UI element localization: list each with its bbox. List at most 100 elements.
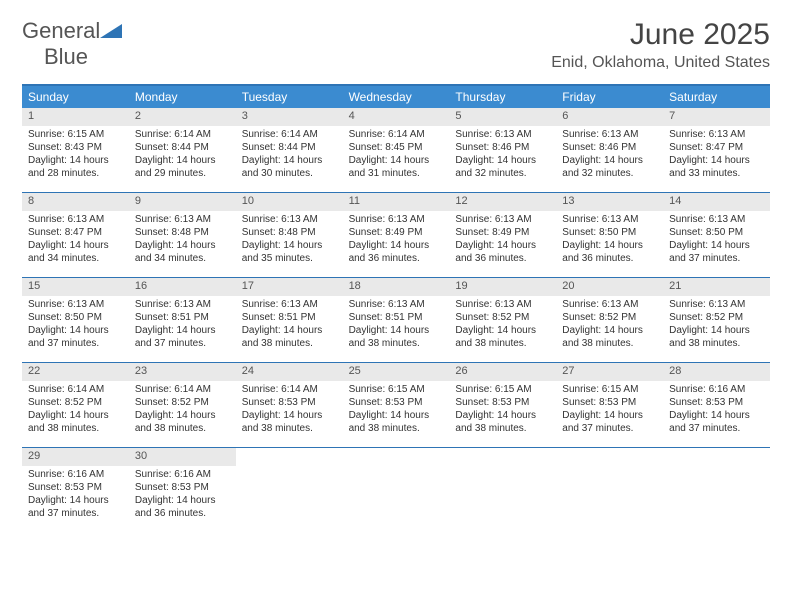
day-cell: 1Sunrise: 6:15 AMSunset: 8:43 PMDaylight… [22, 108, 129, 192]
day-number: 19 [449, 278, 556, 296]
day-line: Daylight: 14 hours [135, 495, 230, 508]
day-line: Sunset: 8:51 PM [135, 312, 230, 325]
day-body: Sunrise: 6:16 AMSunset: 8:53 PMDaylight:… [663, 381, 770, 441]
day-line: and 36 minutes. [455, 253, 550, 266]
day-body: Sunrise: 6:14 AMSunset: 8:44 PMDaylight:… [236, 126, 343, 186]
header: General Blue June 2025 Enid, Oklahoma, U… [22, 18, 770, 72]
day-line: and 37 minutes. [135, 338, 230, 351]
day-number: 26 [449, 363, 556, 381]
day-line: Sunset: 8:50 PM [669, 227, 764, 240]
day-line: and 38 minutes. [669, 338, 764, 351]
day-body: Sunrise: 6:13 AMSunset: 8:50 PMDaylight:… [663, 211, 770, 271]
brand-blue: Blue [44, 44, 88, 69]
day-line: Daylight: 14 hours [242, 325, 337, 338]
day-number: 7 [663, 108, 770, 126]
day-line: Daylight: 14 hours [242, 155, 337, 168]
day-line: and 38 minutes. [242, 338, 337, 351]
day-line: Daylight: 14 hours [349, 325, 444, 338]
day-number: 6 [556, 108, 663, 126]
week-row: 15Sunrise: 6:13 AMSunset: 8:50 PMDayligh… [22, 278, 770, 363]
day-line: Daylight: 14 hours [349, 410, 444, 423]
day-line: and 32 minutes. [455, 168, 550, 181]
day-line: Sunset: 8:47 PM [669, 142, 764, 155]
day-line: Sunrise: 6:15 AM [562, 384, 657, 397]
day-line: and 32 minutes. [562, 168, 657, 181]
day-line: Sunset: 8:52 PM [669, 312, 764, 325]
day-body: Sunrise: 6:15 AMSunset: 8:43 PMDaylight:… [22, 126, 129, 186]
day-line: and 38 minutes. [135, 423, 230, 436]
day-line: Sunset: 8:50 PM [28, 312, 123, 325]
day-line: Daylight: 14 hours [455, 155, 550, 168]
day-number: 3 [236, 108, 343, 126]
day-line: Daylight: 14 hours [349, 155, 444, 168]
day-line: Sunrise: 6:13 AM [455, 299, 550, 312]
day-line: Sunrise: 6:16 AM [669, 384, 764, 397]
day-line: Sunset: 8:53 PM [135, 482, 230, 495]
day-cell: 14Sunrise: 6:13 AMSunset: 8:50 PMDayligh… [663, 193, 770, 277]
day-line: Sunset: 8:52 PM [562, 312, 657, 325]
day-cell: 29Sunrise: 6:16 AMSunset: 8:53 PMDayligh… [22, 448, 129, 532]
day-number: 13 [556, 193, 663, 211]
day-number: 8 [22, 193, 129, 211]
day-line: and 38 minutes. [455, 338, 550, 351]
day-line: Daylight: 14 hours [28, 240, 123, 253]
day-line: Sunset: 8:51 PM [242, 312, 337, 325]
page: General Blue June 2025 Enid, Oklahoma, U… [0, 0, 792, 550]
day-number: 18 [343, 278, 450, 296]
day-line: Sunset: 8:46 PM [455, 142, 550, 155]
day-cell: 5Sunrise: 6:13 AMSunset: 8:46 PMDaylight… [449, 108, 556, 192]
day-cell: 19Sunrise: 6:13 AMSunset: 8:52 PMDayligh… [449, 278, 556, 362]
day-line: Sunset: 8:50 PM [562, 227, 657, 240]
day-line: Sunset: 8:48 PM [242, 227, 337, 240]
brand-general: General [22, 18, 100, 43]
day-line: Sunset: 8:52 PM [135, 397, 230, 410]
day-number: 29 [22, 448, 129, 466]
day-body: Sunrise: 6:13 AMSunset: 8:52 PMDaylight:… [449, 296, 556, 356]
day-line: Sunrise: 6:13 AM [135, 214, 230, 227]
day-cell: 13Sunrise: 6:13 AMSunset: 8:50 PMDayligh… [556, 193, 663, 277]
day-line: and 30 minutes. [242, 168, 337, 181]
day-line: Sunset: 8:53 PM [242, 397, 337, 410]
day-body: Sunrise: 6:14 AMSunset: 8:53 PMDaylight:… [236, 381, 343, 441]
day-cell [236, 448, 343, 532]
day-line: Sunrise: 6:16 AM [28, 469, 123, 482]
weekday-header: Wednesday [343, 86, 450, 108]
day-line: and 36 minutes. [349, 253, 444, 266]
day-line: Sunset: 8:46 PM [562, 142, 657, 155]
day-cell: 2Sunrise: 6:14 AMSunset: 8:44 PMDaylight… [129, 108, 236, 192]
day-line: Daylight: 14 hours [562, 155, 657, 168]
day-line: Sunset: 8:47 PM [28, 227, 123, 240]
day-line: Daylight: 14 hours [669, 240, 764, 253]
day-line: and 37 minutes. [669, 423, 764, 436]
day-line: and 34 minutes. [135, 253, 230, 266]
day-line: Sunset: 8:44 PM [135, 142, 230, 155]
day-line: Sunrise: 6:13 AM [669, 299, 764, 312]
day-cell: 25Sunrise: 6:15 AMSunset: 8:53 PMDayligh… [343, 363, 450, 447]
day-body: Sunrise: 6:13 AMSunset: 8:47 PMDaylight:… [663, 126, 770, 186]
day-body: Sunrise: 6:16 AMSunset: 8:53 PMDaylight:… [22, 466, 129, 526]
day-line: Sunset: 8:51 PM [349, 312, 444, 325]
weekday-header: Tuesday [236, 86, 343, 108]
day-line: Sunset: 8:53 PM [562, 397, 657, 410]
day-line: Sunset: 8:48 PM [135, 227, 230, 240]
day-line: Daylight: 14 hours [455, 410, 550, 423]
day-cell: 8Sunrise: 6:13 AMSunset: 8:47 PMDaylight… [22, 193, 129, 277]
day-body: Sunrise: 6:13 AMSunset: 8:51 PMDaylight:… [236, 296, 343, 356]
day-line: and 38 minutes. [242, 423, 337, 436]
day-line: Daylight: 14 hours [562, 240, 657, 253]
day-number: 27 [556, 363, 663, 381]
weekday-header: Friday [556, 86, 663, 108]
day-cell: 26Sunrise: 6:15 AMSunset: 8:53 PMDayligh… [449, 363, 556, 447]
day-cell: 7Sunrise: 6:13 AMSunset: 8:47 PMDaylight… [663, 108, 770, 192]
day-line: and 28 minutes. [28, 168, 123, 181]
day-body: Sunrise: 6:13 AMSunset: 8:52 PMDaylight:… [556, 296, 663, 356]
day-number: 1 [22, 108, 129, 126]
day-number: 20 [556, 278, 663, 296]
day-line: Sunset: 8:53 PM [455, 397, 550, 410]
weekday-header: Thursday [449, 86, 556, 108]
day-line: Sunrise: 6:14 AM [242, 129, 337, 142]
day-number: 14 [663, 193, 770, 211]
day-line: and 37 minutes. [28, 508, 123, 521]
day-number: 2 [129, 108, 236, 126]
day-line: Daylight: 14 hours [455, 240, 550, 253]
